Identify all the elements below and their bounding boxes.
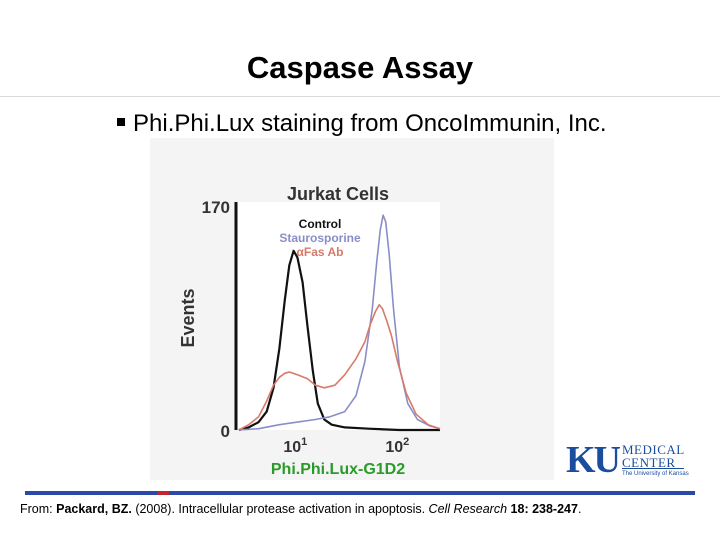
logo-mark: KU <box>566 439 621 481</box>
y-tick-label-2: 170 <box>202 198 230 217</box>
x-tick-label-2: 102 <box>385 436 409 456</box>
title-divider <box>0 96 720 97</box>
footer-bar-left <box>25 491 157 495</box>
x-axis-label: Phi.Phi.Lux-G1D2 <box>271 461 405 478</box>
slide-title: Caspase Assay <box>246 50 474 85</box>
series-line-1 <box>238 249 440 432</box>
chart-title: Jurkat Cells <box>287 184 389 204</box>
series-line-3 <box>238 304 441 431</box>
citation-journal: Cell Research <box>428 502 508 516</box>
logo-divider <box>622 468 684 469</box>
histogram-panel: Jurkat Cells Control Staurosporine αFas Ab 0… <box>150 138 554 480</box>
x-tick-label-1: 101 <box>283 436 307 456</box>
y-axis-label: Events <box>178 288 198 347</box>
logo-line-2: CENTER <box>622 455 676 470</box>
logo-line-1: MEDICAL <box>622 442 685 457</box>
logo-line-3: The University of Kansas <box>622 471 689 477</box>
logo-text: MEDICAL CENTER <box>622 443 685 469</box>
footer-bar-accent <box>157 491 169 495</box>
citation-end: . <box>577 502 582 516</box>
bullet-item: Phi.Phi.Lux staining from OncoImmunin, I… <box>117 110 607 138</box>
citation-middle: (2008). Intracellular protease activatio… <box>131 502 429 516</box>
legend-entry-1: Control <box>299 217 342 231</box>
y-tick-label-1: 0 <box>221 422 230 441</box>
footer-bar-right <box>169 491 695 495</box>
legend-entry-2: Staurosporine <box>279 231 361 245</box>
citation-prefix: From: <box>20 502 57 516</box>
citation-volume: 18: 238-247 <box>507 502 578 516</box>
legend-entry-3: αFas Ab <box>297 245 344 259</box>
citation-author: Packard, BZ. <box>56 502 132 516</box>
square-bullet-icon <box>117 118 125 126</box>
citation: From: Packard, BZ. (2008). Intracellular… <box>20 502 581 516</box>
ku-medical-center-logo: KU MEDICAL CENTER The University of Kansa… <box>566 439 689 482</box>
bullet-text: Phi.Phi.Lux staining from OncoImmunin, I… <box>133 110 607 137</box>
